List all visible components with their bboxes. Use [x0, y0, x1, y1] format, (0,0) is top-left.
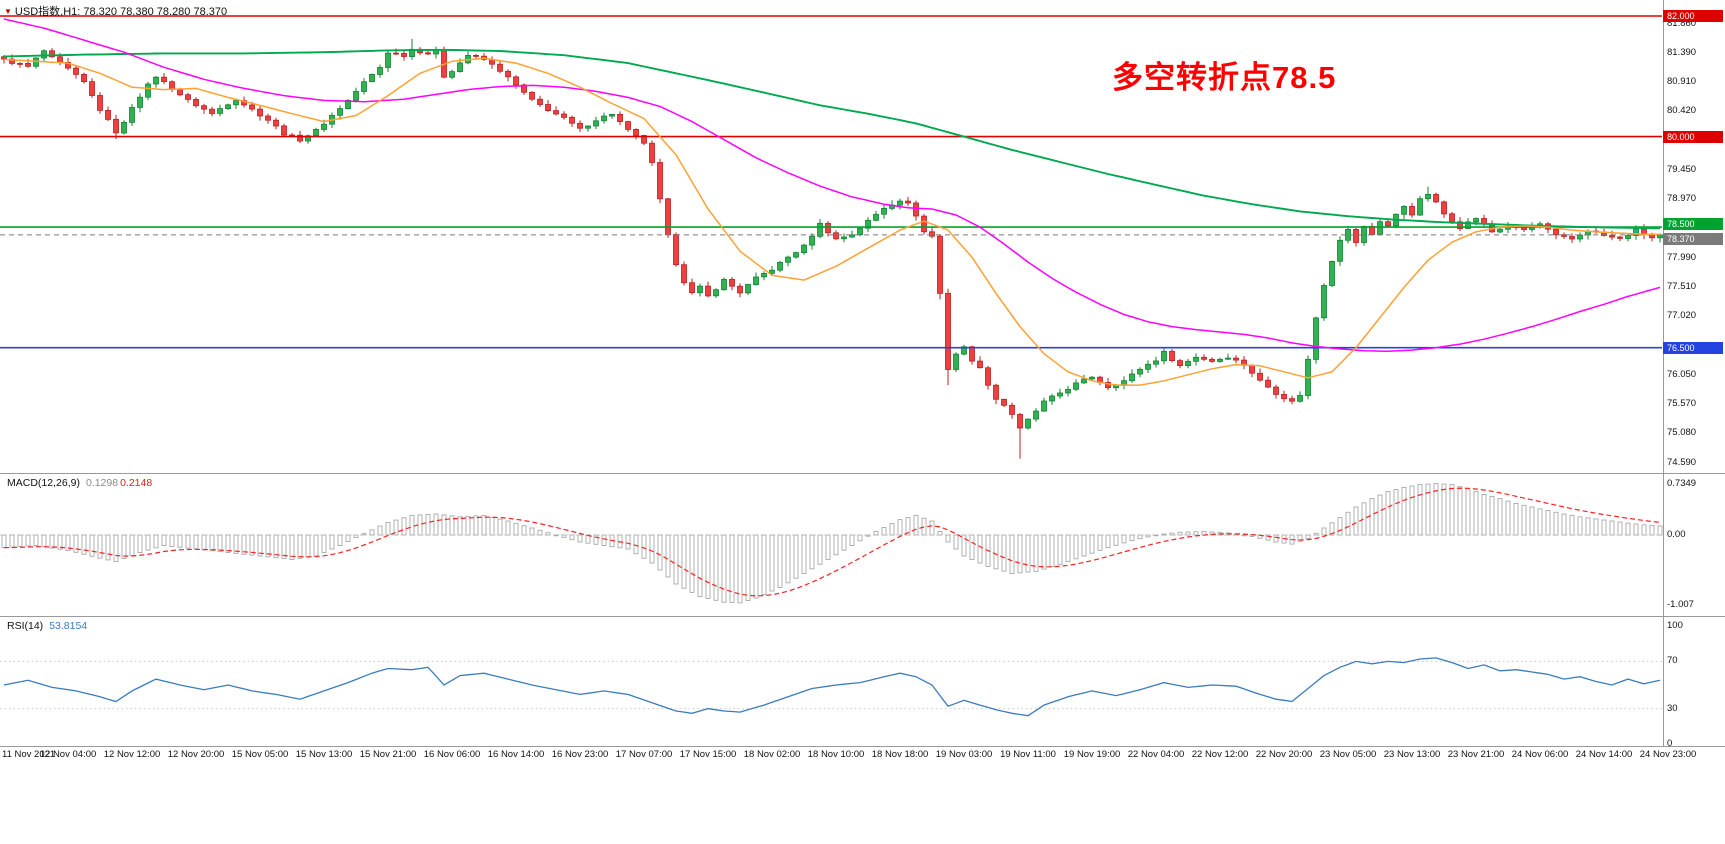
- rsi-scale-label: 100: [1667, 620, 1683, 631]
- price-axis-label: 77.020: [1667, 310, 1697, 321]
- time-axis-label: 24 Nov 06:00: [1511, 749, 1569, 760]
- price-level-tag: 76.500: [1663, 342, 1723, 354]
- chart-title: ▼ USD指数,H1: 78.320 78.380 78.280 78.370: [4, 3, 227, 19]
- panel-separators: [0, 0, 1725, 747]
- price-axis-label: 80.420: [1667, 105, 1697, 116]
- price-axis-label: 76.050: [1667, 369, 1697, 380]
- moving-average-lines: [3, 18, 1661, 386]
- rsi-name: RSI(14): [7, 620, 44, 632]
- ma-mid-magenta-line: [3, 18, 1661, 353]
- time-axis-label: 22 Nov 12:00: [1191, 749, 1249, 760]
- price-level-tag: 80.000: [1663, 131, 1723, 143]
- time-axis-label: 11 Nov 2021: [2, 749, 56, 760]
- time-axis-label: 23 Nov 21:00: [1447, 749, 1505, 760]
- time-axis-label: 23 Nov 13:00: [1383, 749, 1441, 760]
- price-axis-label: 74.590: [1667, 457, 1697, 468]
- rsi-scale-label: 0: [1667, 738, 1673, 749]
- price-level-tag: 78.500: [1663, 218, 1723, 230]
- rsi-scale-label: 70: [1667, 655, 1678, 666]
- macd-signal-line: [3, 487, 1661, 597]
- ma-fast-orange-line: [3, 57, 1660, 386]
- price-axis-label: 80.910: [1667, 76, 1697, 87]
- time-axis-label: 16 Nov 14:00: [487, 749, 545, 760]
- chart-annotation-text[interactable]: 多空转折点78.5: [1112, 60, 1337, 95]
- price-axis-label: 81.390: [1667, 47, 1697, 58]
- time-axis-label: 18 Nov 02:00: [743, 749, 801, 760]
- time-axis-label: 19 Nov 19:00: [1063, 749, 1121, 760]
- rsi-indicator-label: RSI(14) 53.8154: [7, 620, 87, 632]
- time-axis-label: 12 Nov 20:00: [167, 749, 225, 760]
- time-axis-label: 16 Nov 23:00: [551, 749, 609, 760]
- time-axis-label: 12 Nov 12:00: [103, 749, 161, 760]
- macd-main-value: 0.1298: [85, 477, 119, 489]
- time-axis-label: 24 Nov 23:00: [1639, 749, 1697, 760]
- macd-name: MACD(12,26,9): [7, 477, 80, 489]
- price-axis-label: 75.570: [1667, 398, 1697, 409]
- time-axis-label: 24 Nov 14:00: [1575, 749, 1633, 760]
- price-axis-label: 81.860: [1667, 18, 1697, 29]
- time-axis-label: 22 Nov 20:00: [1255, 749, 1313, 760]
- symbol-ohlc-text: USD指数,H1: 78.320 78.380 78.280 78.370: [14, 6, 228, 18]
- time-axis-label: 19 Nov 03:00: [935, 749, 993, 760]
- time-axis-label: 12 Nov 04:00: [39, 749, 97, 760]
- macd-scale-label: -1.007: [1667, 599, 1694, 610]
- macd-indicator-label: MACD(12,26,9) 0.1298 0.2148: [7, 477, 152, 489]
- rsi-line: [3, 657, 1661, 717]
- time-axis-label: 17 Nov 15:00: [679, 749, 737, 760]
- price-axis-label: 78.970: [1667, 193, 1697, 204]
- macd-scale-label: 0.00: [1667, 529, 1686, 540]
- time-axis-label: 23 Nov 05:00: [1319, 749, 1377, 760]
- time-axis-label: 17 Nov 07:00: [615, 749, 673, 760]
- time-axis-label: 15 Nov 05:00: [231, 749, 289, 760]
- macd-histogram: [1, 483, 1663, 604]
- rsi-value: 53.8154: [49, 620, 88, 632]
- time-axis-label: 15 Nov 13:00: [295, 749, 353, 760]
- price-level-tag: 82.000: [1663, 10, 1723, 22]
- current-price-tag: 78.370: [1663, 233, 1723, 245]
- symbol-marker-icon: ▼: [4, 7, 12, 16]
- price-axis-label: 79.450: [1667, 164, 1697, 175]
- rsi-scale-label: 30: [1667, 703, 1678, 714]
- price-axis-label: 77.990: [1667, 252, 1697, 263]
- price-axis-label: 75.080: [1667, 427, 1697, 438]
- macd-scale-label: 0.7349: [1667, 478, 1697, 489]
- time-axis-label: 18 Nov 10:00: [807, 749, 865, 760]
- price-axis-label: 77.510: [1667, 281, 1697, 292]
- ma-slow-green-line: [3, 48, 1661, 230]
- macd-signal-value: 0.2148: [120, 477, 153, 489]
- time-axis-label: 16 Nov 06:00: [423, 749, 481, 760]
- horizontal-level-lines[interactable]: [0, 15, 1662, 349]
- time-axis-label: 22 Nov 04:00: [1127, 749, 1185, 760]
- time-axis-label: 19 Nov 11:00: [1000, 749, 1056, 760]
- time-axis-label: 18 Nov 18:00: [871, 749, 929, 760]
- time-axis-label: 15 Nov 21:00: [359, 749, 417, 760]
